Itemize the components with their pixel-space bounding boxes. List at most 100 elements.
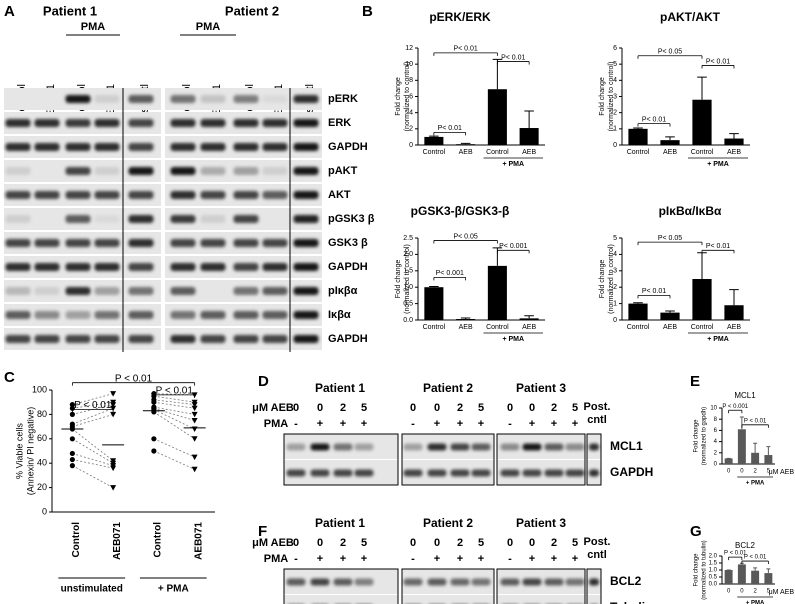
blot-band (94, 287, 120, 295)
y-axis-label: Fold change (694, 553, 700, 587)
y-tick-label: 4 (613, 251, 617, 258)
x-tick-label: AEB071 (112, 522, 123, 560)
blot-band (200, 167, 226, 175)
data-point (191, 466, 198, 473)
pma-sign: - (411, 418, 415, 430)
x-tick-label: 2 (753, 589, 757, 595)
blot-band (233, 215, 259, 223)
group-label: + PMA (707, 336, 729, 343)
blot-band (170, 263, 196, 271)
bar (487, 89, 507, 145)
data-point (191, 436, 198, 442)
blot-band (5, 239, 31, 247)
error-bar (429, 135, 439, 137)
pma-sign: + (572, 418, 578, 430)
pma-sign: + (529, 553, 535, 565)
dose-label: 0 (434, 402, 440, 414)
blot-band (471, 469, 491, 477)
group-label: + PMA (502, 336, 524, 343)
bar (456, 319, 476, 320)
group-label: + PMA (158, 584, 189, 595)
blot-band (65, 311, 91, 319)
blot-frame (283, 433, 399, 486)
blot-band (293, 191, 319, 199)
pair-line (72, 407, 114, 425)
pma-sign: + (551, 418, 557, 430)
group-label: + PMA (746, 601, 765, 604)
blot-band (233, 143, 259, 151)
data-point (151, 409, 157, 415)
blot-band (293, 239, 319, 247)
dose-label: 0 (293, 402, 299, 414)
significance-label: P< 0.05 (658, 49, 682, 56)
x-tick-label: AEB (522, 149, 536, 156)
data-point (191, 454, 198, 461)
significance-label: P< 0.01 (706, 58, 730, 65)
y-tick-label: 1 (613, 126, 617, 133)
blot-band (34, 119, 60, 127)
x-tick-label: AEB (459, 324, 473, 331)
data-point (69, 456, 75, 463)
blot-band (170, 239, 196, 247)
y-tick-label: 0.5 (403, 300, 413, 307)
pma-sign: + (457, 553, 463, 565)
blot-band (262, 287, 288, 295)
significance-label: P < 0.01 (74, 400, 112, 411)
blot-band (170, 287, 196, 295)
data-point (69, 411, 75, 417)
blot-band (200, 191, 226, 199)
row-label: Iκβα (328, 309, 351, 321)
blot-band (262, 263, 288, 271)
blot-band (5, 287, 31, 295)
blot-strip (497, 595, 585, 604)
y-axis-label: Fold change (599, 260, 606, 299)
panel-label: E (690, 373, 700, 390)
blot-band (293, 263, 319, 271)
pair-line (72, 414, 114, 427)
blot-band (293, 167, 319, 175)
y-tick-label: 4 (714, 439, 718, 445)
data-point (69, 402, 75, 408)
x-axis-label: μM AEB (769, 589, 795, 596)
blot-frame (586, 433, 602, 486)
blot-band (403, 469, 423, 477)
y-tick-label: 80 (37, 409, 47, 419)
x-tick-label: Control (423, 149, 446, 156)
blot-band (200, 239, 226, 247)
error-bar (633, 302, 643, 304)
y-tick-label: 1.0 (403, 284, 413, 291)
dose-label: 0 (507, 537, 513, 549)
x-tick-label: AEB (663, 149, 677, 156)
blot-band (354, 578, 374, 586)
data-point (110, 485, 117, 491)
pma-sign: + (478, 418, 484, 430)
bar (628, 128, 648, 145)
pma-sign: + (340, 418, 346, 430)
y-tick-label: 2.0 (709, 554, 718, 560)
x-tick-label: AEB (459, 149, 473, 156)
dose-label: 5 (361, 402, 367, 414)
blot-band (200, 335, 226, 343)
row-label: pGSK3 β (328, 213, 375, 225)
y-tick-label: 8 (714, 417, 718, 423)
blot-band (471, 578, 491, 586)
dose-label: 0 (410, 537, 416, 549)
significance-label: P< 0.05 (453, 233, 477, 240)
chart-title: MCL1 (734, 391, 756, 400)
blot-band (427, 469, 447, 477)
significance-label: P< 0.01 (438, 125, 462, 132)
dose-axis-label: μM AEB (252, 537, 294, 549)
blot-band (500, 443, 520, 451)
blot-strip (587, 595, 601, 604)
blot-band (170, 311, 196, 319)
pair-line (153, 401, 195, 409)
x-tick-label: Control (153, 522, 164, 558)
dose-label: 0 (293, 537, 299, 549)
patient-label: Patient 1 (315, 381, 365, 395)
blot-band (34, 239, 60, 247)
pair-line (153, 406, 195, 415)
blot-band (293, 95, 319, 103)
error-bar (753, 442, 758, 453)
pair-line (153, 450, 195, 470)
